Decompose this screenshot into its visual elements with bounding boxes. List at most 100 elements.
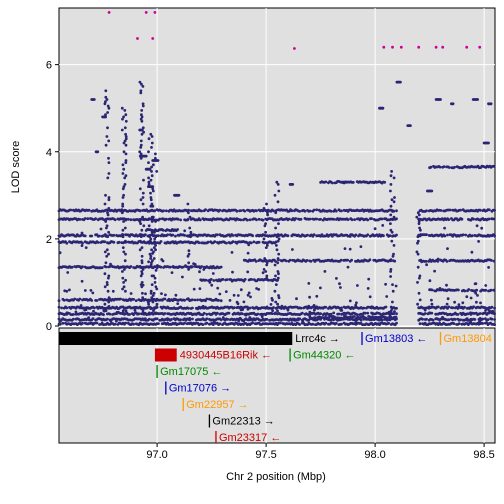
lod-point (366, 233, 370, 237)
lod-point (249, 295, 252, 299)
lod-point (315, 217, 319, 221)
lod-point (150, 248, 154, 252)
lod-point (103, 272, 107, 276)
x-axis-title: Chr 2 position (Mbp) (226, 471, 326, 483)
gene-body (154, 348, 177, 362)
lod-point (104, 143, 108, 147)
lod-point (103, 233, 107, 236)
lod-point (139, 222, 143, 226)
lod-point (243, 278, 247, 281)
lod-point (150, 135, 154, 138)
gene-label: Lrrc4c → (295, 333, 340, 345)
lod-point (447, 218, 451, 222)
lod-point (261, 271, 265, 275)
lod-point (299, 306, 303, 310)
lod-point (436, 305, 440, 309)
lod-point (486, 318, 490, 321)
y-axis-title: LOD score (10, 141, 22, 194)
lod-point (123, 312, 127, 316)
lod-point (98, 266, 102, 270)
lod-point (155, 317, 159, 321)
lod-point (252, 306, 256, 310)
lod-point (264, 222, 267, 226)
lod-point (152, 291, 156, 295)
lod-point (141, 268, 145, 271)
lod-point (451, 102, 455, 106)
lod-point (394, 284, 398, 288)
lod-point (390, 307, 394, 310)
lod-point (95, 299, 99, 302)
lod-point (139, 265, 142, 269)
lod-point (92, 98, 96, 101)
lod-point (141, 102, 145, 106)
lod-point (154, 248, 158, 252)
lod-point (460, 217, 464, 221)
lod-point (150, 230, 154, 234)
lod-point (198, 218, 202, 222)
lod-point (417, 213, 421, 217)
lod-point (95, 321, 99, 325)
lod-point (148, 252, 152, 256)
lod-point (107, 300, 111, 304)
lod-point (265, 202, 268, 206)
lod-point (148, 265, 151, 269)
lod-point (419, 228, 422, 232)
lod-point (215, 311, 219, 315)
lod-point (382, 234, 385, 238)
lod-point (150, 141, 154, 145)
lod-point (84, 246, 88, 250)
lod-point (140, 115, 144, 119)
lod-point (487, 217, 491, 221)
lod-point (188, 226, 192, 230)
lod-point (107, 156, 110, 160)
lod-point (416, 281, 419, 284)
lod-point (140, 272, 144, 276)
lod-point (475, 288, 479, 292)
lod-point (213, 240, 217, 244)
lod-point (123, 139, 127, 143)
lod-point (491, 217, 495, 221)
lod-point (157, 234, 160, 238)
lod-point (106, 317, 109, 321)
lod-point (62, 298, 66, 302)
lod-point (445, 302, 449, 306)
lod-point (151, 204, 155, 208)
lod-point (129, 265, 133, 268)
lod-point (171, 233, 175, 237)
lod-point (99, 227, 103, 231)
lod-point (392, 244, 396, 247)
lod-point (476, 98, 479, 101)
lod-point (147, 161, 150, 165)
lod-point (216, 317, 219, 321)
lod-point (124, 217, 128, 221)
lod-point (105, 283, 109, 286)
lod-point (149, 237, 153, 241)
lod-point (124, 252, 127, 256)
lod-point (162, 209, 166, 213)
lod-point (107, 207, 111, 210)
lod-point (395, 217, 398, 221)
lod-point (298, 209, 302, 213)
lod-point (143, 233, 147, 237)
lod-point (112, 233, 116, 237)
lod-point (276, 278, 279, 282)
lod-point (138, 248, 142, 252)
lod-point (391, 300, 394, 304)
lod-point (395, 209, 398, 213)
lod-point (121, 117, 124, 121)
lod-point (103, 285, 107, 289)
lod-point (264, 246, 268, 250)
lod-point (445, 283, 448, 287)
lod-point (188, 215, 192, 219)
lod-point (121, 235, 125, 239)
lod-point (183, 321, 187, 325)
lod-point (151, 252, 154, 255)
lod-point (427, 306, 431, 310)
lod-point (308, 295, 311, 299)
lod-point (183, 298, 187, 302)
lod-point (430, 189, 434, 193)
lod-point (257, 217, 261, 221)
lod-point (430, 288, 434, 292)
lod-point (239, 308, 243, 312)
lod-point (183, 234, 187, 237)
